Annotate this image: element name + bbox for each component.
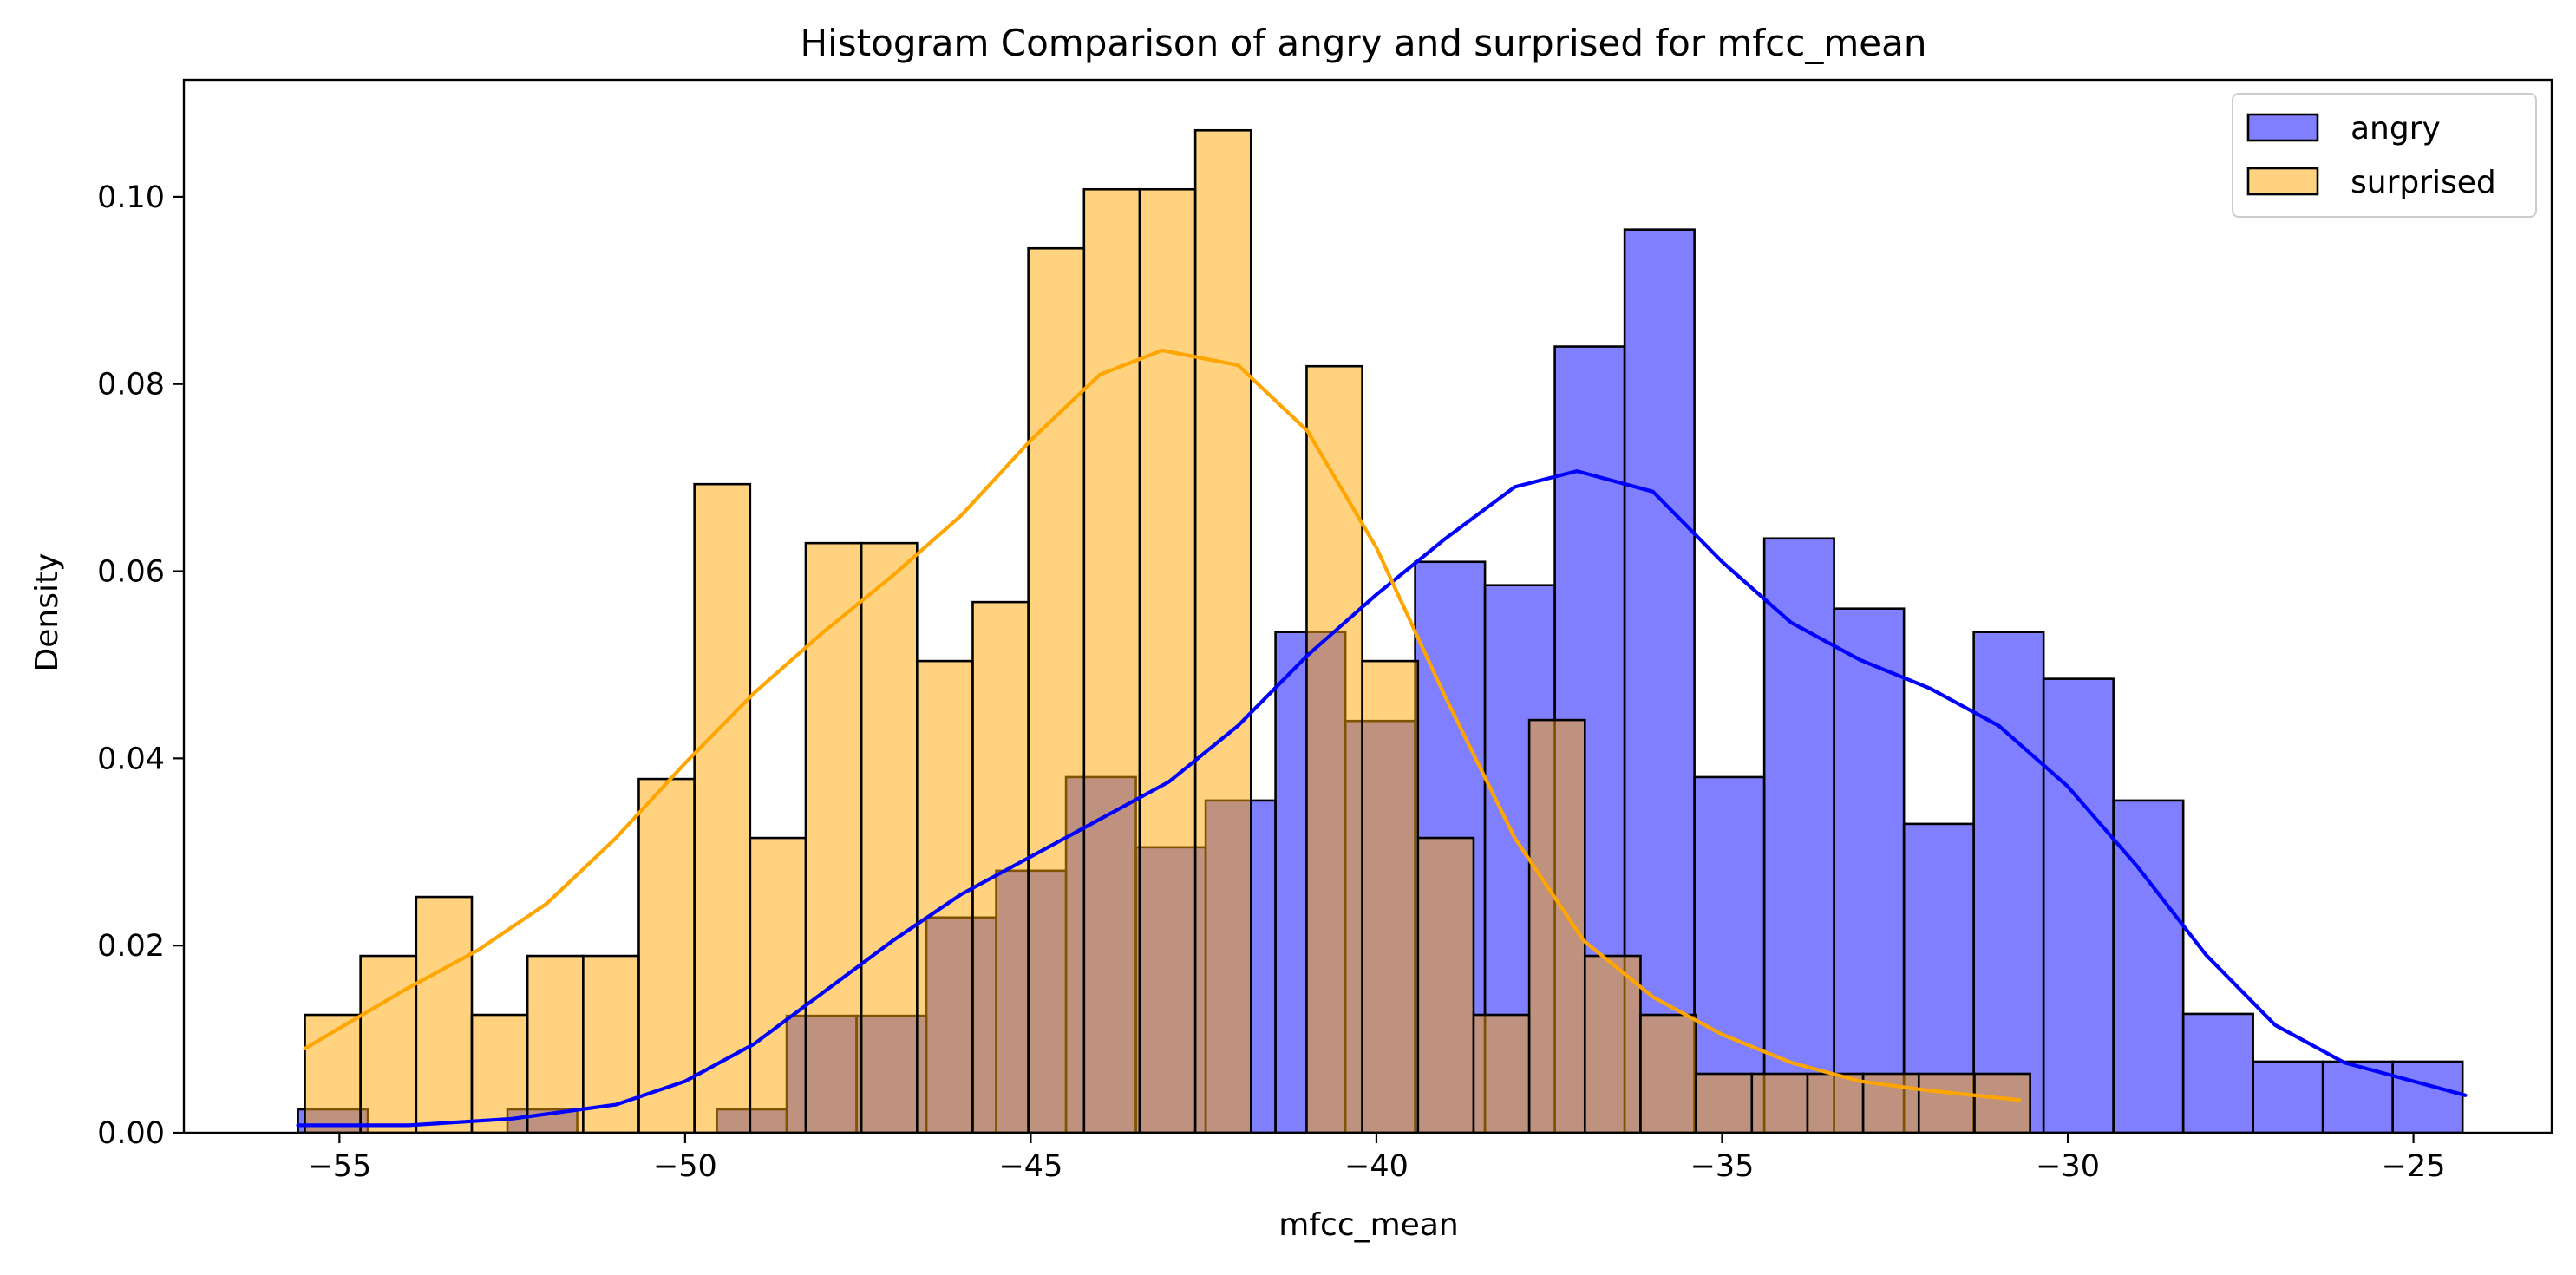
bar-surprised-16 bbox=[1193, 128, 1252, 1134]
bar-surprised-1 bbox=[359, 954, 418, 1134]
bar-angry-18 bbox=[1833, 607, 1906, 1134]
y-tick-label: 0.02 bbox=[97, 929, 165, 964]
bar-surprised-29 bbox=[1917, 1072, 1976, 1134]
x-tick-label: −35 bbox=[1690, 1149, 1755, 1184]
bar-surprised-8 bbox=[749, 836, 807, 1134]
legend: angry surprised bbox=[2232, 93, 2537, 218]
bar-surprised-3 bbox=[470, 1013, 529, 1134]
bar-angry-21 bbox=[2042, 677, 2115, 1134]
legend-swatch-surprised bbox=[2246, 167, 2319, 196]
y-tick-label: 0.08 bbox=[97, 368, 165, 402]
chart-title: Histogram Comparison of angry and surpri… bbox=[801, 22, 1927, 64]
legend-label-angry: angry bbox=[2350, 111, 2441, 147]
bar-surprised-24 bbox=[1639, 1013, 1697, 1134]
bar-surprised-12 bbox=[971, 600, 1030, 1134]
bar-surprised-27 bbox=[1806, 1072, 1865, 1134]
histogram-bars bbox=[297, 128, 2464, 1134]
bar-surprised-7 bbox=[693, 482, 752, 1134]
bar-surprised-11 bbox=[916, 659, 974, 1134]
bar-angry-20 bbox=[1972, 631, 2045, 1134]
x-tick-label: −40 bbox=[1344, 1149, 1409, 1184]
bar-surprised-4 bbox=[526, 954, 585, 1134]
x-tick-label: −30 bbox=[2036, 1149, 2100, 1184]
legend-swatch-angry bbox=[2246, 113, 2319, 142]
bar-surprised-23 bbox=[1583, 954, 1642, 1134]
axes: −55 −50 −45 −40 −35 −30 −25 0.00 0.02 0.04 0.06 0.0… bbox=[97, 78, 2553, 1184]
bar-angry-22 bbox=[2112, 799, 2185, 1134]
bar-surprised-22 bbox=[1527, 718, 1586, 1134]
bar-surprised-30 bbox=[1973, 1072, 2031, 1134]
kde-curves bbox=[296, 348, 2468, 1128]
y-tick-label: 0.06 bbox=[97, 555, 165, 590]
bar-surprised-19 bbox=[1361, 659, 1420, 1134]
kde-curve-angry bbox=[296, 469, 2468, 1128]
legend-label-surprised: surprised bbox=[2350, 165, 2496, 200]
y-tick-label: 0.00 bbox=[97, 1116, 165, 1151]
bar-angry-24 bbox=[2252, 1060, 2324, 1134]
series-surprised-bars bbox=[304, 128, 2031, 1134]
bar-angry-23 bbox=[2181, 1012, 2254, 1134]
bar-surprised-9 bbox=[804, 541, 863, 1134]
bar-surprised-10 bbox=[860, 541, 919, 1134]
bar-angry-26 bbox=[2391, 1060, 2464, 1134]
bar-surprised-14 bbox=[1082, 187, 1141, 1134]
bar-surprised-25 bbox=[1695, 1072, 1754, 1134]
bar-surprised-18 bbox=[1305, 364, 1363, 1134]
bar-surprised-13 bbox=[1027, 246, 1086, 1134]
x-tick-label: −55 bbox=[307, 1149, 371, 1184]
x-tick-label: −50 bbox=[653, 1149, 717, 1184]
bar-surprised-26 bbox=[1750, 1072, 1809, 1134]
bar-surprised-21 bbox=[1472, 1013, 1531, 1134]
x-tick-label: −25 bbox=[2382, 1149, 2446, 1184]
plot-frame bbox=[182, 78, 2553, 1134]
bar-surprised-15 bbox=[1138, 187, 1197, 1134]
y-axis-label: Density bbox=[29, 553, 65, 672]
y-tick-label: 0.10 bbox=[97, 180, 165, 215]
kde-curve-surprised bbox=[303, 348, 2022, 1102]
bar-surprised-20 bbox=[1416, 836, 1475, 1134]
x-tick-label: −45 bbox=[998, 1149, 1062, 1184]
bar-angry-17 bbox=[1762, 537, 1835, 1134]
x-axis-label: mfcc_mean bbox=[1278, 1207, 1458, 1243]
bar-surprised-2 bbox=[415, 895, 474, 1134]
y-tick-label: 0.04 bbox=[97, 742, 165, 776]
